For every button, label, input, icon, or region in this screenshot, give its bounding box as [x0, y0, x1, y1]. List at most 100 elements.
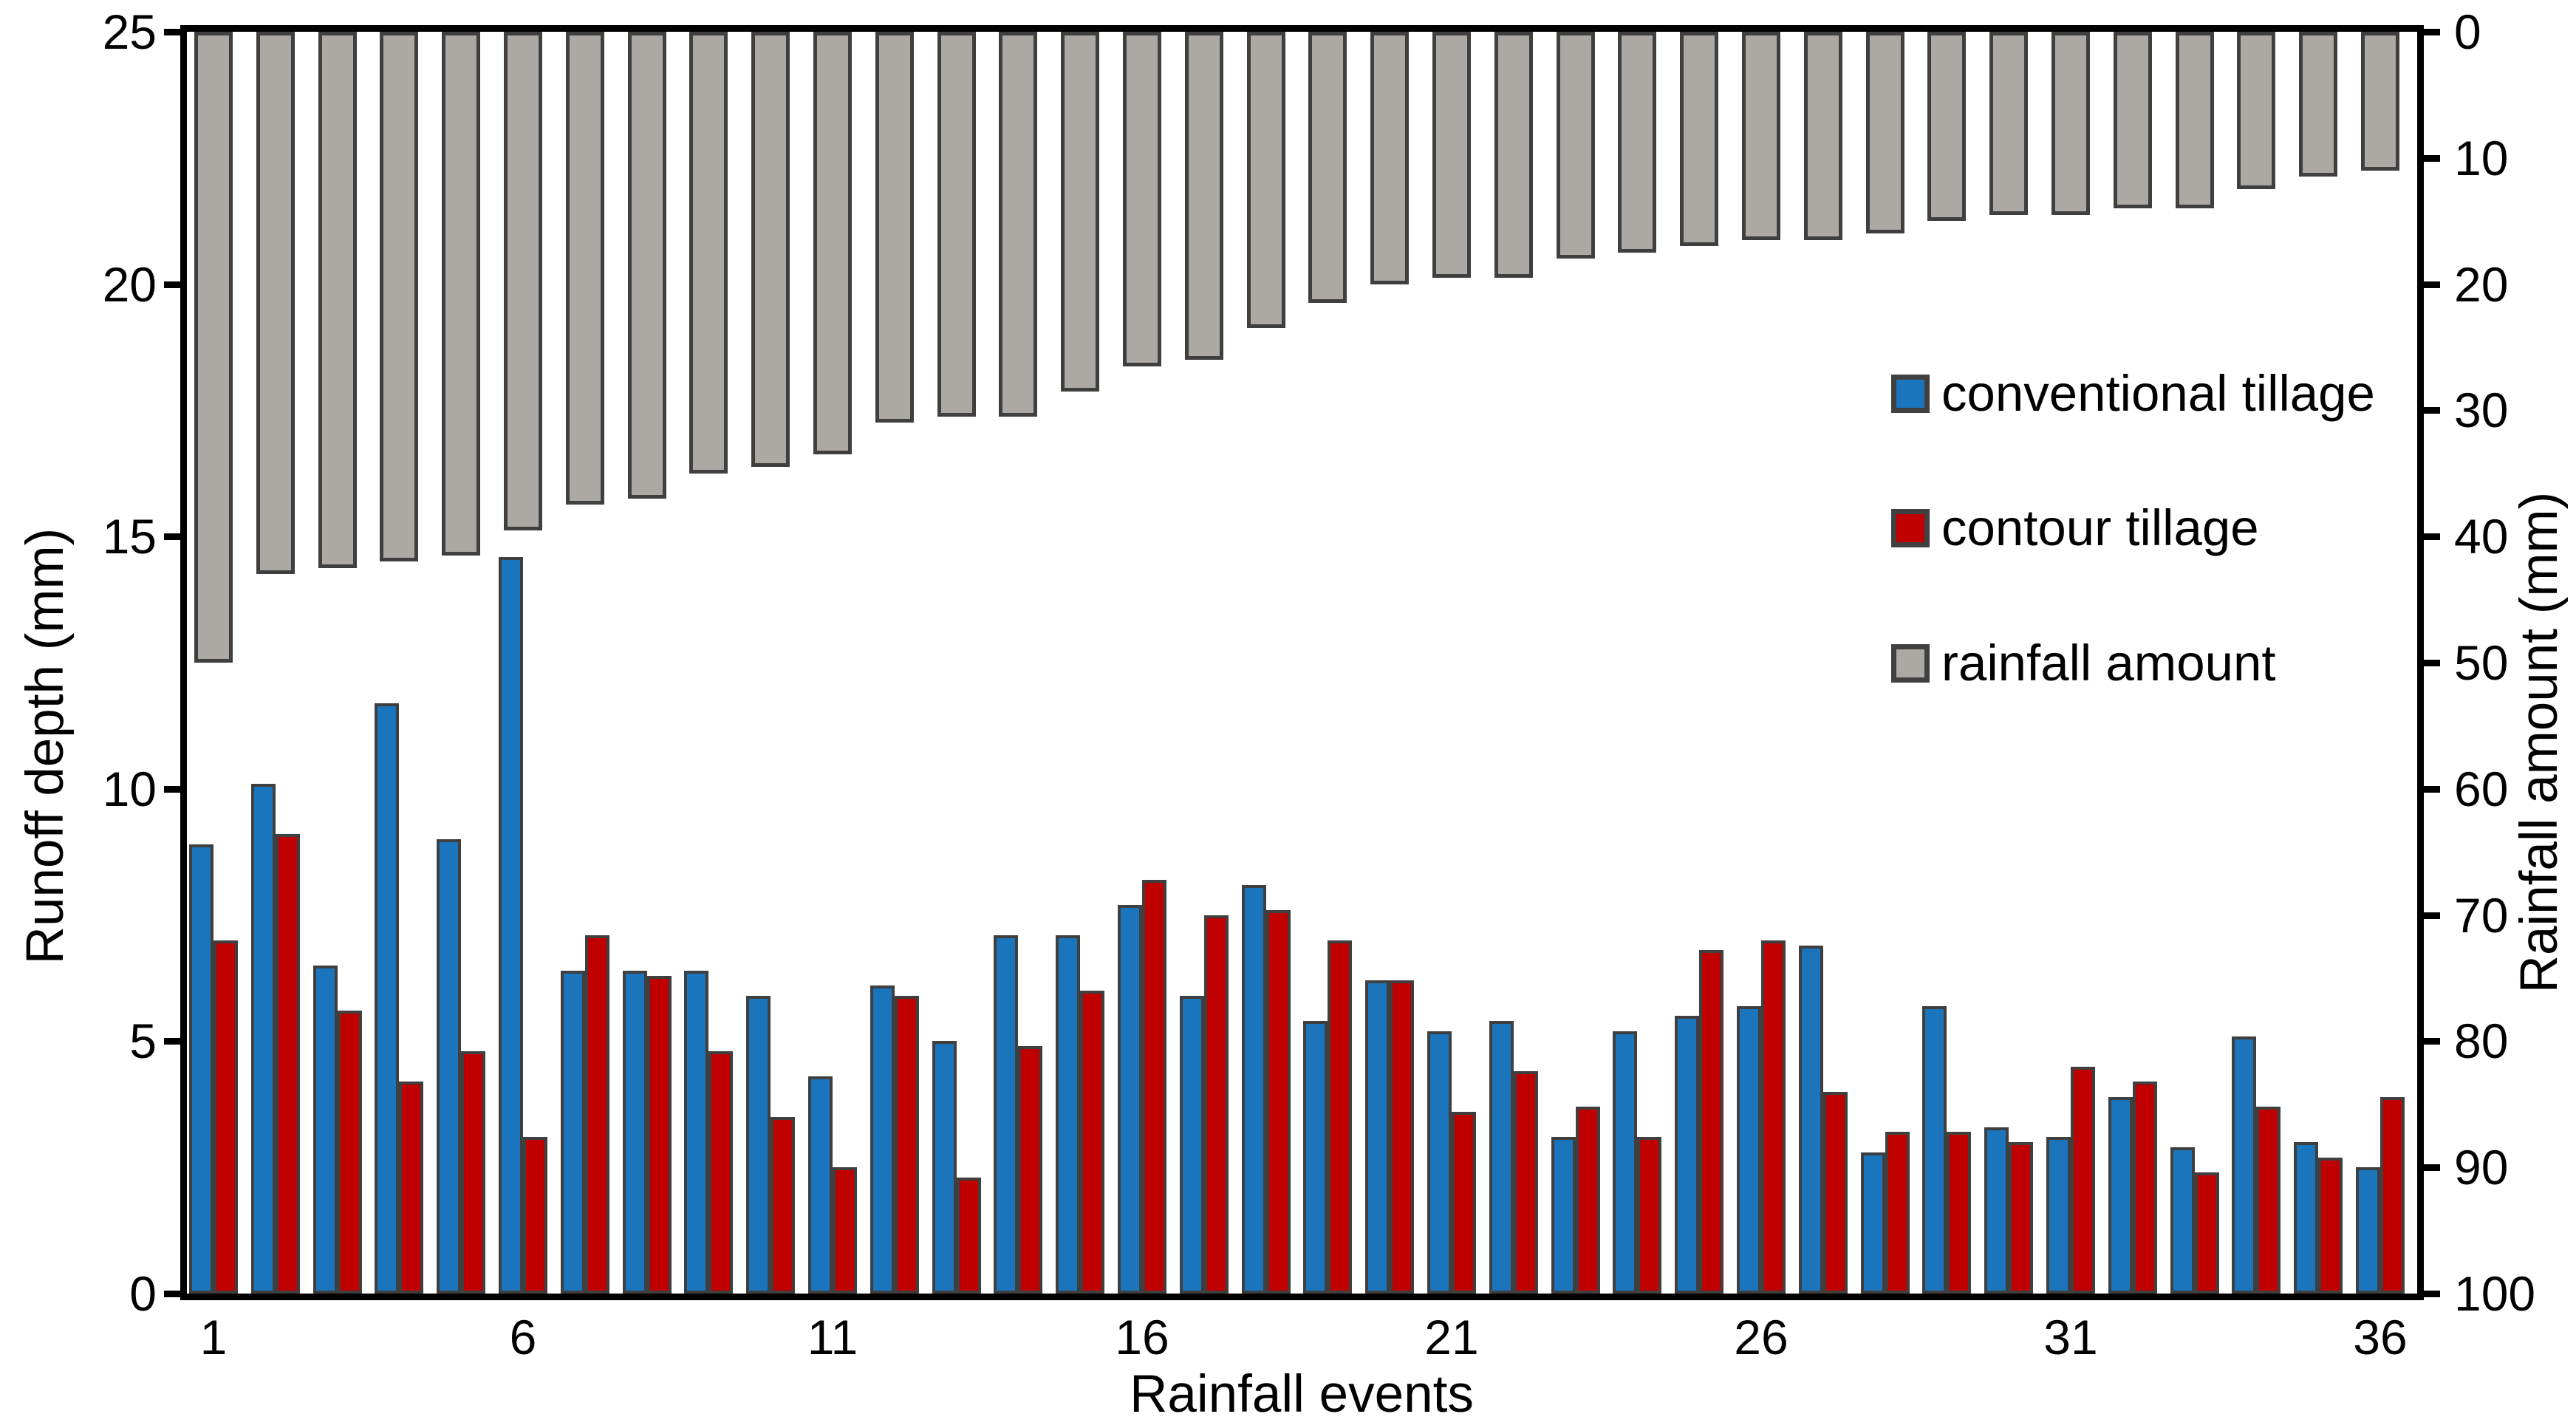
- contour-tillage-bar: [1822, 1092, 1848, 1294]
- rainfall-bar: [751, 32, 790, 467]
- x-tick-label: 36: [2353, 1310, 2408, 1364]
- y-right-tick-label: 70: [2454, 887, 2509, 943]
- y-right-tick-label: 60: [2454, 761, 2509, 816]
- y-right-tick: [2417, 1291, 2440, 1297]
- rainfall-bar: [2113, 32, 2152, 208]
- conventional-tillage-bar: [932, 1041, 957, 1294]
- rainfall-bar: [1865, 32, 1904, 233]
- conventional-tillage-bar: [1056, 935, 1081, 1294]
- y-right-tick: [2417, 660, 2440, 666]
- y-left-tick-label: 15: [102, 509, 157, 564]
- contour-tillage-bar: [1328, 940, 1353, 1294]
- contour-tillage-bar: [2132, 1082, 2157, 1294]
- conventional-tillage-bar: [808, 1076, 833, 1294]
- legend-item-contour-tillage: contour tillage: [1891, 499, 2259, 558]
- y-right-tick: [2417, 281, 2440, 288]
- conventional-tillage-bar: [1179, 996, 1204, 1294]
- rainfall-bar: [318, 32, 357, 568]
- conventional-tillage-bar: [499, 557, 523, 1294]
- contour-tillage-bar: [1637, 1137, 1662, 1294]
- contour-tillage-bar: [1575, 1107, 1600, 1294]
- conventional-tillage-bar: [1860, 1152, 1885, 1294]
- y-right-tick: [2417, 154, 2440, 162]
- conventional-tillage-bar: [1551, 1137, 1576, 1294]
- contour-tillage-bar: [1203, 915, 1229, 1294]
- contour-tillage-bar: [2256, 1107, 2281, 1294]
- y-right-tick-label: 40: [2454, 509, 2509, 564]
- contour-tillage-bar: [894, 996, 919, 1294]
- contour-tillage-bar: [1390, 980, 1415, 1294]
- y-right-tick-label: 50: [2454, 635, 2509, 690]
- x-tick-label: 1: [199, 1310, 228, 1364]
- y-left-tick-label: 10: [102, 761, 157, 816]
- rainfall-bar: [504, 32, 542, 530]
- conventional-tillage-bar: [746, 996, 771, 1294]
- contour-tillage-bar: [1080, 991, 1105, 1294]
- contour-tillage-bar: [275, 834, 300, 1294]
- y-right-tick: [2417, 785, 2440, 793]
- rainfall-bar: [194, 32, 233, 663]
- conventional-tillage-bar: [994, 935, 1019, 1294]
- conventional-tillage-bar: [622, 971, 647, 1294]
- conventional-tillage-bar: [2232, 1036, 2257, 1294]
- rainfall-bar: [813, 32, 852, 454]
- y-left-tick: [164, 281, 187, 288]
- rainfall-bar: [1494, 32, 1533, 278]
- contour-tillage-bar: [584, 935, 609, 1294]
- y-axis-right-title: Rainfall amount (mm): [2510, 491, 2569, 994]
- y-right-tick-label: 30: [2454, 383, 2509, 438]
- blue-square-icon: [1891, 375, 1930, 413]
- y-right-tick-label: 90: [2454, 1140, 2509, 1195]
- y-right-tick-label: 80: [2454, 1014, 2509, 1069]
- conventional-tillage-bar: [189, 844, 213, 1294]
- y-left-tick-label: 20: [102, 256, 157, 312]
- rainfall-bar: [1618, 32, 1657, 253]
- conventional-tillage-bar: [2108, 1097, 2133, 1294]
- contour-tillage-bar: [1265, 910, 1291, 1294]
- contour-tillage-bar: [1885, 1132, 1910, 1294]
- contour-tillage-bar: [1761, 940, 1786, 1294]
- y-left-tick-label: 25: [102, 4, 157, 59]
- rainfall-bar: [875, 32, 914, 423]
- conventional-tillage-bar: [1489, 1021, 1514, 1294]
- contour-tillage-bar: [213, 940, 238, 1294]
- x-tick-label: 26: [1734, 1310, 1788, 1364]
- x-tick-label: 11: [807, 1310, 858, 1364]
- y-right-tick-label: 0: [2454, 4, 2481, 59]
- y-right-tick: [2417, 407, 2440, 414]
- y-left-tick: [164, 785, 187, 793]
- contour-tillage-bar: [2380, 1097, 2405, 1294]
- y-right-tick: [2417, 912, 2440, 919]
- contour-tillage-bar: [1142, 880, 1166, 1294]
- contour-tillage-bar: [2009, 1142, 2034, 1294]
- rainfall-bar: [442, 32, 481, 556]
- rainfall-bar: [256, 32, 295, 574]
- gray-square-icon: [1891, 644, 1930, 683]
- conventional-tillage-bar: [1365, 980, 1390, 1294]
- conventional-tillage-bar: [1241, 885, 1266, 1294]
- y-right-tick-label: 20: [2454, 256, 2509, 312]
- conventional-tillage-bar: [2294, 1142, 2319, 1294]
- x-tick-label: 21: [1424, 1310, 1479, 1364]
- rainfall-bar: [1556, 32, 1595, 259]
- legend-label: conventional tillage: [1941, 365, 2375, 422]
- contour-tillage-bar: [399, 1082, 424, 1294]
- rainfall-bar: [1246, 32, 1285, 328]
- contour-tillage-bar: [646, 976, 672, 1294]
- rainfall-bar: [1742, 32, 1780, 240]
- conventional-tillage-bar: [437, 839, 462, 1294]
- rainfall-bar: [1123, 32, 1161, 366]
- conventional-tillage-bar: [375, 703, 400, 1294]
- x-tick-label: 31: [2043, 1310, 2098, 1364]
- contour-tillage-bar: [708, 1051, 734, 1294]
- contour-tillage-bar: [1452, 1112, 1476, 1294]
- contour-tillage-bar: [956, 1178, 981, 1294]
- contour-tillage-bar: [523, 1137, 547, 1294]
- conventional-tillage-bar: [2356, 1167, 2380, 1294]
- rainfall-bar: [1803, 32, 1842, 240]
- y-left-tick-label: 5: [129, 1014, 157, 1069]
- x-axis-title: Rainfall events: [1130, 1365, 1474, 1424]
- red-square-icon: [1891, 509, 1930, 547]
- conventional-tillage-bar: [1303, 1021, 1328, 1294]
- conventional-tillage-bar: [1922, 1006, 1947, 1294]
